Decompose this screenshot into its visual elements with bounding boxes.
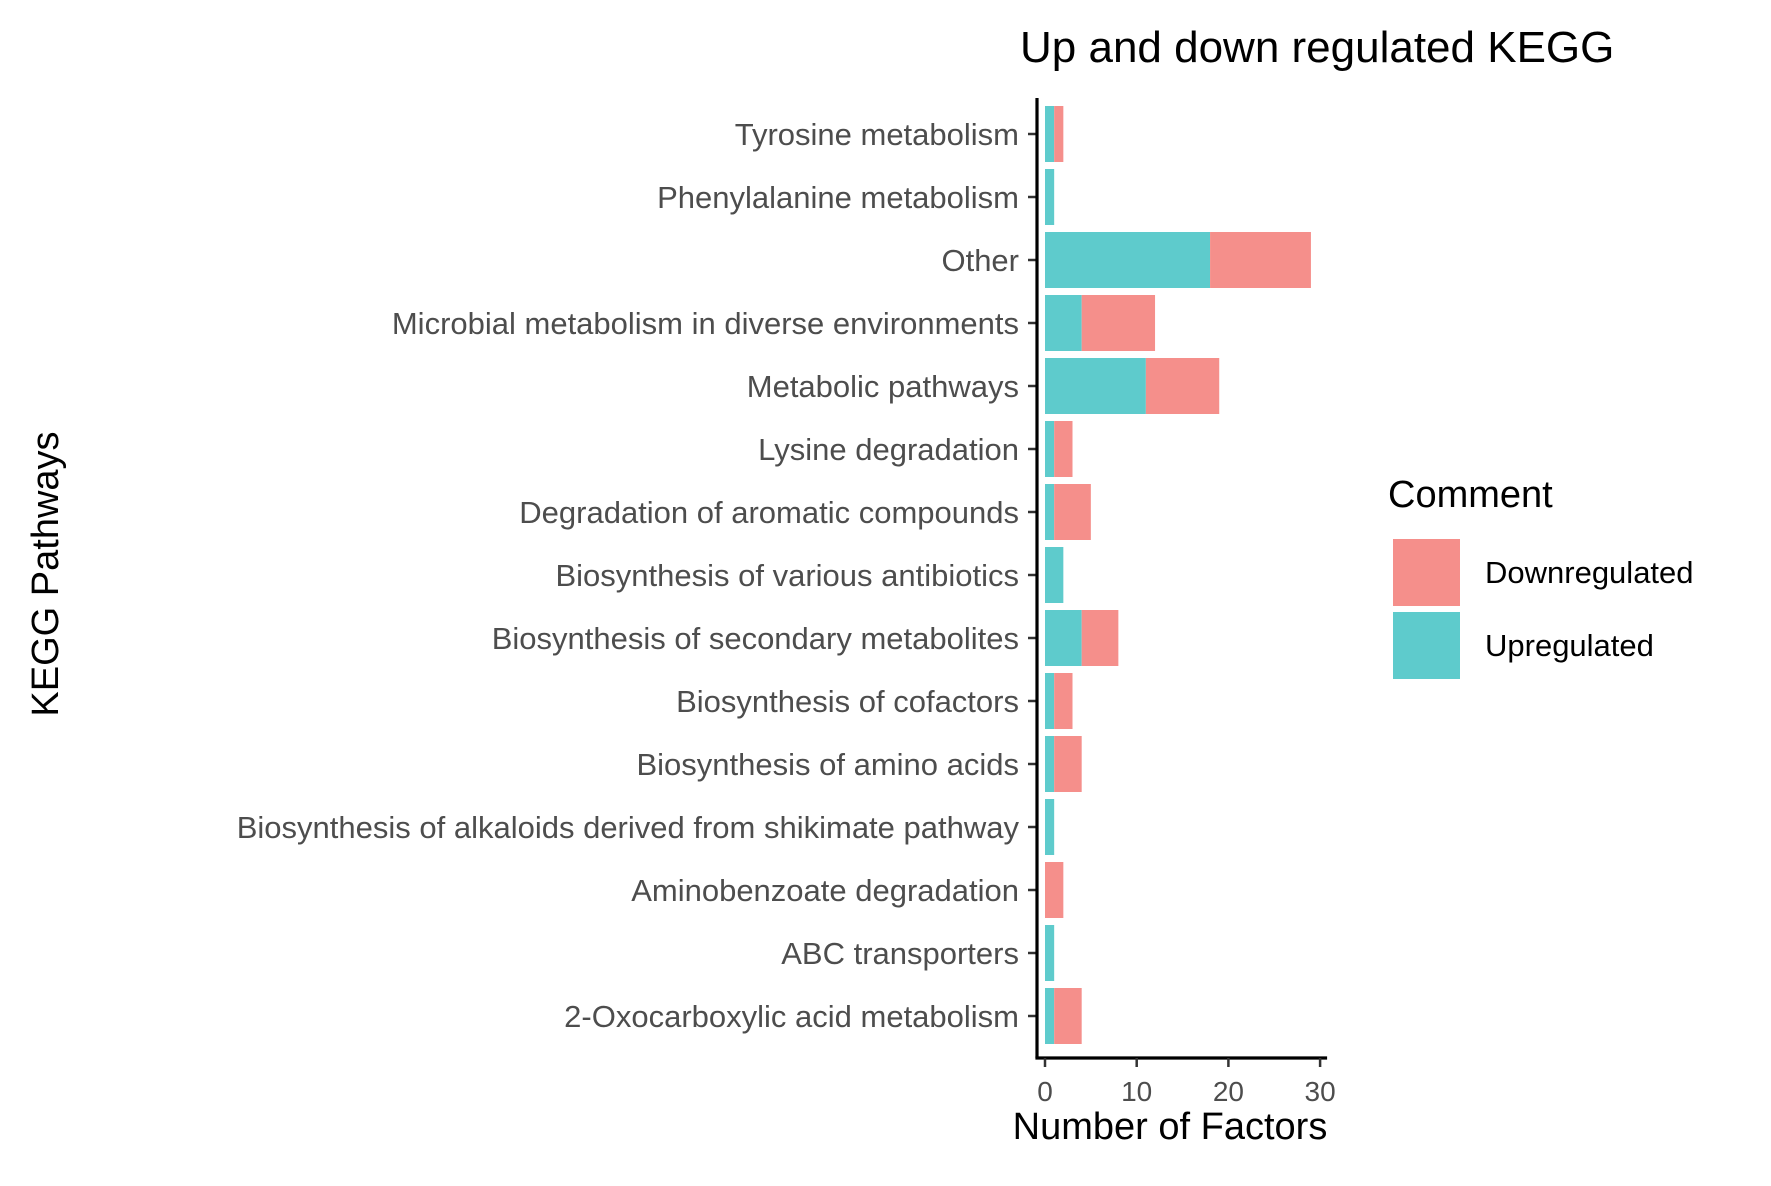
category-label-abc-transporters: ABC transporters bbox=[781, 936, 1019, 971]
category-label-biosynthesis-of-alkaloids-derived-from-shikimate-pathway: Biosynthesis of alkaloids derived from s… bbox=[237, 810, 1020, 845]
category-label-other: Other bbox=[941, 243, 1019, 278]
legend-label-upregulated: Upregulated bbox=[1485, 628, 1654, 663]
bar-downregulated-2-oxocarboxylic-acid-metabolism bbox=[1054, 988, 1082, 1044]
y-axis: Tyrosine metabolism Phenylalanine metabol… bbox=[237, 98, 1039, 1058]
x-tick-label-30: 30 bbox=[1305, 1076, 1336, 1107]
category-label-2-oxocarboxylic-acid-metabolism: 2-Oxocarboxylic acid metabolism bbox=[564, 999, 1019, 1034]
bar-upregulated-biosynthesis-of-amino-acids bbox=[1045, 736, 1055, 792]
y-axis-title: KEGG Pathways bbox=[25, 431, 67, 716]
legend-title: Comment bbox=[1388, 474, 1553, 516]
x-tick-label-0: 0 bbox=[1037, 1076, 1053, 1107]
legend-swatch-downregulated bbox=[1393, 539, 1460, 606]
category-label-biosynthesis-of-various-antibiotics: Biosynthesis of various antibiotics bbox=[555, 558, 1019, 593]
bar-upregulated-degradation-of-aromatic-compounds bbox=[1045, 484, 1055, 540]
legend-swatch-upregulated bbox=[1393, 612, 1460, 679]
category-label-aminobenzoate-degradation: Aminobenzoate degradation bbox=[631, 873, 1019, 908]
x-axis: 0 10 20 30 bbox=[1035, 1056, 1336, 1107]
category-label-metabolic-pathways: Metabolic pathways bbox=[747, 369, 1019, 404]
bar-upregulated-metabolic-pathways bbox=[1045, 358, 1146, 414]
bar-upregulated-lysine-degradation bbox=[1045, 421, 1055, 477]
bar-downregulated-microbial-metabolism-in-diverse-environments bbox=[1081, 295, 1156, 351]
category-label-degradation-of-aromatic-compounds: Degradation of aromatic compounds bbox=[519, 495, 1019, 530]
bar-upregulated-biosynthesis-of-various-antibiotics bbox=[1045, 547, 1064, 603]
legend-label-downregulated: Downregulated bbox=[1485, 555, 1694, 590]
category-label-biosynthesis-of-amino-acids: Biosynthesis of amino acids bbox=[636, 747, 1019, 782]
category-label-biosynthesis-of-secondary-metabolites: Biosynthesis of secondary metabolites bbox=[492, 621, 1019, 656]
bar-downregulated-biosynthesis-of-secondary-metabolites bbox=[1081, 610, 1119, 666]
bars-layer bbox=[1045, 106, 1311, 1044]
bar-downregulated-aminobenzoate-degradation bbox=[1045, 862, 1064, 918]
category-label-microbial-metabolism-in-diverse-environments: Microbial metabolism in diverse environm… bbox=[392, 306, 1019, 341]
bar-upregulated-biosynthesis-of-secondary-metabolites bbox=[1045, 610, 1082, 666]
bar-upregulated-other bbox=[1045, 232, 1211, 288]
chart-title: Up and down regulated KEGG bbox=[1020, 23, 1614, 72]
category-label-biosynthesis-of-cofactors: Biosynthesis of cofactors bbox=[676, 684, 1019, 719]
bar-downregulated-other bbox=[1210, 232, 1311, 288]
bar-downregulated-lysine-degradation bbox=[1054, 421, 1073, 477]
bar-upregulated-phenylalanine-metabolism bbox=[1045, 169, 1055, 225]
bar-upregulated-biosynthesis-of-cofactors bbox=[1045, 673, 1055, 729]
bar-downregulated-biosynthesis-of-amino-acids bbox=[1054, 736, 1082, 792]
bar-downregulated-biosynthesis-of-cofactors bbox=[1054, 673, 1073, 729]
bar-upregulated-tyrosine-metabolism bbox=[1045, 106, 1055, 162]
bar-upregulated-microbial-metabolism-in-diverse-environments bbox=[1045, 295, 1082, 351]
x-axis-title: Number of Factors bbox=[1013, 1106, 1328, 1148]
category-label-tyrosine-metabolism: Tyrosine metabolism bbox=[735, 117, 1019, 152]
bar-upregulated-2-oxocarboxylic-acid-metabolism bbox=[1045, 988, 1055, 1044]
bar-downregulated-tyrosine-metabolism bbox=[1054, 106, 1064, 162]
x-tick-label-20: 20 bbox=[1213, 1076, 1244, 1107]
legend: Comment Downregulated Upregulated bbox=[1388, 474, 1694, 679]
bar-downregulated-degradation-of-aromatic-compounds bbox=[1054, 484, 1091, 540]
bar-upregulated-abc-transporters bbox=[1045, 925, 1055, 981]
x-tick-label-10: 10 bbox=[1121, 1076, 1152, 1107]
bar-downregulated-metabolic-pathways bbox=[1145, 358, 1220, 414]
category-label-phenylalanine-metabolism: Phenylalanine metabolism bbox=[657, 180, 1019, 215]
category-label-lysine-degradation: Lysine degradation bbox=[758, 432, 1019, 467]
bar-upregulated-biosynthesis-of-alkaloids-derived-from-shikimate-pathway bbox=[1045, 799, 1055, 855]
